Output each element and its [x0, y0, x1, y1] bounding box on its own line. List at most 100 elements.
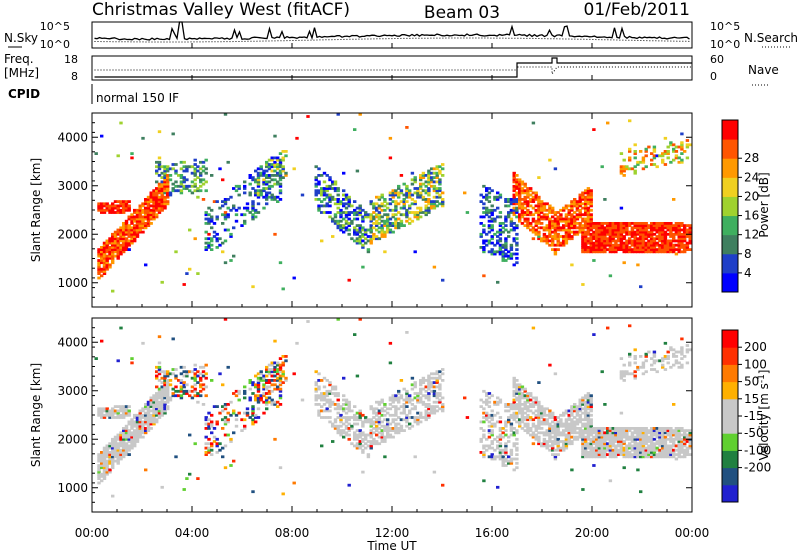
velocity-cell	[620, 412, 623, 415]
power-cell	[680, 159, 683, 162]
velocity-cell	[196, 477, 199, 480]
power-cell	[196, 272, 199, 275]
velocity-cell	[353, 333, 356, 336]
velocity-cell	[590, 394, 593, 397]
power-cell	[551, 207, 554, 210]
velocity-cell	[279, 388, 282, 391]
velocity-cell	[188, 434, 191, 437]
power-cell	[273, 233, 276, 236]
velocity-cell	[535, 397, 538, 400]
power-cell	[221, 178, 224, 181]
power-cell	[130, 157, 133, 160]
power-cell	[623, 159, 626, 162]
velocity-cell	[257, 416, 260, 419]
velocity-cell	[221, 427, 224, 430]
velocity-cell	[639, 355, 642, 358]
power-cell	[205, 159, 208, 162]
velocity-cell	[686, 344, 689, 347]
velocity-cell	[400, 425, 403, 428]
velocity-cell	[628, 362, 631, 365]
velocity-cell	[667, 362, 670, 365]
power-cell	[210, 248, 213, 251]
velocity-cell	[515, 447, 518, 450]
velocity-cell	[232, 410, 235, 413]
velocity-cell	[323, 386, 326, 389]
velocity-cell	[216, 438, 219, 441]
velocity-cell	[636, 469, 639, 472]
power-cell	[488, 200, 491, 203]
power-cell	[537, 176, 540, 179]
power-cell	[441, 174, 444, 177]
power-cell	[639, 150, 642, 153]
power-cell	[150, 222, 153, 225]
velocity-cell	[601, 370, 604, 373]
power-cell	[689, 143, 692, 146]
velocity-cell	[356, 423, 359, 426]
velocity-cell	[414, 405, 417, 408]
velocity-cell	[128, 410, 131, 413]
velocity-cell	[169, 379, 172, 382]
velocity-cell	[210, 453, 213, 456]
power-cell	[466, 211, 469, 214]
velocity-cell	[603, 403, 606, 406]
velocity-cell	[510, 423, 513, 426]
noise-right-tick-1: 10^5	[710, 20, 740, 33]
power-cell	[196, 196, 199, 199]
power-cell	[238, 185, 241, 188]
velocity-cell	[216, 421, 219, 424]
velocity-cell	[342, 394, 345, 397]
power-cell	[441, 167, 444, 170]
power-cell	[405, 185, 408, 188]
freq-right-tick-1: 60	[710, 53, 724, 66]
power-cell	[634, 143, 637, 146]
power-cell	[570, 264, 573, 267]
power-cell	[628, 157, 631, 160]
power-cell	[482, 202, 485, 205]
velocity-cell	[623, 379, 626, 382]
velocity-cell	[592, 333, 595, 336]
velocity-cell	[419, 421, 422, 424]
velocity-cell	[205, 377, 208, 380]
velocity-cell	[249, 388, 252, 391]
velocity-cell	[551, 412, 554, 415]
power-cell	[590, 209, 593, 212]
power-cell	[257, 211, 260, 214]
power-cell	[499, 216, 502, 219]
velocity-cell	[238, 412, 241, 415]
noise-search-line	[95, 38, 690, 42]
power-cell	[661, 159, 664, 162]
power-cell	[284, 150, 287, 153]
velocity-cell	[411, 377, 414, 380]
power-cell	[249, 183, 252, 186]
power-cell	[141, 231, 144, 234]
velocity-cell	[515, 466, 518, 469]
power-cell	[414, 176, 417, 179]
power-cell	[185, 178, 188, 181]
power-cell	[620, 207, 623, 210]
velocity-cell	[524, 388, 527, 391]
velocity-cell	[141, 342, 144, 345]
power-cell	[185, 272, 188, 275]
power-cell	[559, 213, 562, 216]
velocity-cell	[689, 348, 692, 351]
velocity-cell	[232, 460, 235, 463]
velocity-cell	[634, 348, 637, 351]
power-cell	[348, 196, 351, 199]
power-cell	[246, 202, 249, 205]
power-cell	[221, 250, 224, 253]
velocity-cell	[158, 366, 161, 369]
velocity-cell	[441, 403, 444, 406]
power-cell	[361, 266, 364, 269]
velocity-cell	[664, 342, 667, 345]
velocity-cell	[507, 440, 510, 443]
velocity-cell	[243, 418, 246, 421]
power-cell	[411, 220, 414, 223]
power-cell	[166, 200, 169, 203]
velocity-cell	[515, 429, 518, 432]
freq-unit-label: [MHz]	[4, 66, 39, 80]
power-cell	[229, 233, 232, 236]
power-cell	[218, 237, 221, 240]
power-cell	[218, 167, 221, 170]
power-cell	[227, 229, 230, 232]
